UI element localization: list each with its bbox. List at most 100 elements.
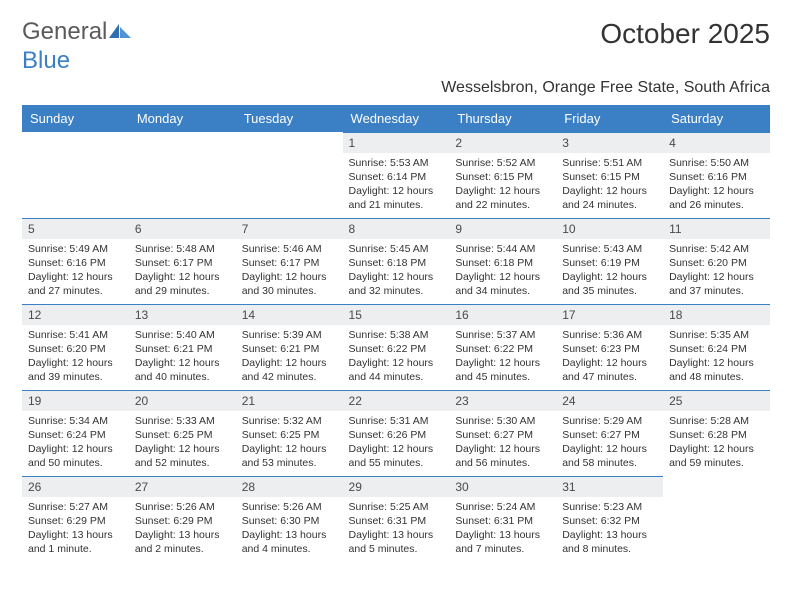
- sunset-text: Sunset: 6:15 PM: [562, 170, 657, 184]
- sunrise-text: Sunrise: 5:48 AM: [135, 242, 230, 256]
- day-header: Sunday: [22, 105, 129, 132]
- sunrise-text: Sunrise: 5:25 AM: [349, 500, 444, 514]
- sunrise-text: Sunrise: 5:28 AM: [669, 414, 764, 428]
- day-number: 25: [663, 390, 770, 411]
- day-number: 21: [236, 390, 343, 411]
- calendar-cell: 9Sunrise: 5:44 AMSunset: 6:18 PMDaylight…: [449, 218, 556, 304]
- day-details: Sunrise: 5:42 AMSunset: 6:20 PMDaylight:…: [663, 239, 770, 303]
- location-subtitle: Wesselsbron, Orange Free State, South Af…: [22, 79, 770, 97]
- sunset-text: Sunset: 6:16 PM: [669, 170, 764, 184]
- sunset-text: Sunset: 6:16 PM: [28, 256, 123, 270]
- daylight-text: Daylight: 12 hours and 39 minutes.: [28, 356, 123, 384]
- sunset-text: Sunset: 6:27 PM: [562, 428, 657, 442]
- day-header: Wednesday: [343, 105, 450, 132]
- day-details: Sunrise: 5:34 AMSunset: 6:24 PMDaylight:…: [22, 411, 129, 475]
- day-details: Sunrise: 5:45 AMSunset: 6:18 PMDaylight:…: [343, 239, 450, 303]
- daylight-text: Daylight: 12 hours and 59 minutes.: [669, 442, 764, 470]
- daylight-text: Daylight: 12 hours and 29 minutes.: [135, 270, 230, 298]
- day-number: 18: [663, 304, 770, 325]
- day-details: Sunrise: 5:29 AMSunset: 6:27 PMDaylight:…: [556, 411, 663, 475]
- calendar-cell: 23Sunrise: 5:30 AMSunset: 6:27 PMDayligh…: [449, 390, 556, 476]
- calendar-body: 1Sunrise: 5:53 AMSunset: 6:14 PMDaylight…: [22, 132, 770, 562]
- calendar-cell: 29Sunrise: 5:25 AMSunset: 6:31 PMDayligh…: [343, 476, 450, 562]
- sunset-text: Sunset: 6:28 PM: [669, 428, 764, 442]
- sunset-text: Sunset: 6:31 PM: [455, 514, 550, 528]
- day-details: Sunrise: 5:32 AMSunset: 6:25 PMDaylight:…: [236, 411, 343, 475]
- day-details: Sunrise: 5:48 AMSunset: 6:17 PMDaylight:…: [129, 239, 236, 303]
- calendar-cell: 7Sunrise: 5:46 AMSunset: 6:17 PMDaylight…: [236, 218, 343, 304]
- daylight-text: Daylight: 12 hours and 58 minutes.: [562, 442, 657, 470]
- sunset-text: Sunset: 6:27 PM: [455, 428, 550, 442]
- day-header: Monday: [129, 105, 236, 132]
- calendar-cell: 6Sunrise: 5:48 AMSunset: 6:17 PMDaylight…: [129, 218, 236, 304]
- daylight-text: Daylight: 12 hours and 40 minutes.: [135, 356, 230, 384]
- day-details: Sunrise: 5:38 AMSunset: 6:22 PMDaylight:…: [343, 325, 450, 389]
- day-number: 31: [556, 476, 663, 497]
- day-number: 1: [343, 132, 450, 153]
- calendar-cell: 13Sunrise: 5:40 AMSunset: 6:21 PMDayligh…: [129, 304, 236, 390]
- day-number: 15: [343, 304, 450, 325]
- day-number: 12: [22, 304, 129, 325]
- day-number: 10: [556, 218, 663, 239]
- day-number: 29: [343, 476, 450, 497]
- sunset-text: Sunset: 6:25 PM: [135, 428, 230, 442]
- calendar-cell: 16Sunrise: 5:37 AMSunset: 6:22 PMDayligh…: [449, 304, 556, 390]
- daylight-text: Daylight: 12 hours and 27 minutes.: [28, 270, 123, 298]
- day-details: Sunrise: 5:31 AMSunset: 6:26 PMDaylight:…: [343, 411, 450, 475]
- calendar-week-row: 19Sunrise: 5:34 AMSunset: 6:24 PMDayligh…: [22, 390, 770, 476]
- calendar-cell: 17Sunrise: 5:36 AMSunset: 6:23 PMDayligh…: [556, 304, 663, 390]
- page-title: October 2025: [600, 18, 770, 50]
- calendar-cell: 22Sunrise: 5:31 AMSunset: 6:26 PMDayligh…: [343, 390, 450, 476]
- sunset-text: Sunset: 6:29 PM: [28, 514, 123, 528]
- sunrise-text: Sunrise: 5:31 AM: [349, 414, 444, 428]
- sunset-text: Sunset: 6:21 PM: [242, 342, 337, 356]
- sunrise-text: Sunrise: 5:44 AM: [455, 242, 550, 256]
- calendar-cell: 25 Sunrise: 5:28 AMSunset: 6:28 PMDayligh…: [663, 390, 770, 476]
- sunrise-text: Sunrise: 5:33 AM: [135, 414, 230, 428]
- calendar-cell: [129, 132, 236, 218]
- day-number: 13: [129, 304, 236, 325]
- sunrise-text: Sunrise: 5:35 AM: [669, 328, 764, 342]
- sunset-text: Sunset: 6:24 PM: [669, 342, 764, 356]
- day-number: 6: [129, 218, 236, 239]
- sunrise-text: Sunrise: 5:50 AM: [669, 156, 764, 170]
- sunset-text: Sunset: 6:14 PM: [349, 170, 444, 184]
- day-details: Sunrise: 5:49 AMSunset: 6:16 PMDaylight:…: [22, 239, 129, 303]
- sunrise-text: Sunrise: 5:41 AM: [28, 328, 123, 342]
- daylight-text: Daylight: 12 hours and 56 minutes.: [455, 442, 550, 470]
- calendar-cell: 20Sunrise: 5:33 AMSunset: 6:25 PMDayligh…: [129, 390, 236, 476]
- day-number: 2: [449, 132, 556, 153]
- calendar-cell: 27Sunrise: 5:26 AMSunset: 6:29 PMDayligh…: [129, 476, 236, 562]
- daylight-text: Daylight: 12 hours and 45 minutes.: [455, 356, 550, 384]
- day-details: Sunrise: 5:41 AMSunset: 6:20 PMDaylight:…: [22, 325, 129, 389]
- day-details: Sunrise: 5:39 AMSunset: 6:21 PMDaylight:…: [236, 325, 343, 389]
- sunset-text: Sunset: 6:32 PM: [562, 514, 657, 528]
- sunrise-text: Sunrise: 5:45 AM: [349, 242, 444, 256]
- day-number: 5: [22, 218, 129, 239]
- calendar-week-row: 12Sunrise: 5:41 AMSunset: 6:20 PMDayligh…: [22, 304, 770, 390]
- daylight-text: Daylight: 12 hours and 32 minutes.: [349, 270, 444, 298]
- sunset-text: Sunset: 6:17 PM: [242, 256, 337, 270]
- sunset-text: Sunset: 6:26 PM: [349, 428, 444, 442]
- calendar-cell: 18Sunrise: 5:35 AMSunset: 6:24 PMDayligh…: [663, 304, 770, 390]
- calendar-week-row: 26Sunrise: 5:27 AMSunset: 6:29 PMDayligh…: [22, 476, 770, 562]
- day-header: Tuesday: [236, 105, 343, 132]
- day-number: 19: [22, 390, 129, 411]
- sunset-text: Sunset: 6:31 PM: [349, 514, 444, 528]
- calendar-cell: [236, 132, 343, 218]
- daylight-text: Daylight: 12 hours and 35 minutes.: [562, 270, 657, 298]
- sunrise-text: Sunrise: 5:36 AM: [562, 328, 657, 342]
- day-number: 8: [343, 218, 450, 239]
- day-details: Sunrise: 5:35 AMSunset: 6:24 PMDaylight:…: [663, 325, 770, 389]
- logo-word-blue: Blue: [22, 47, 70, 74]
- sunrise-text: Sunrise: 5:23 AM: [562, 500, 657, 514]
- sunset-text: Sunset: 6:23 PM: [562, 342, 657, 356]
- day-details: Sunrise: 5:23 AMSunset: 6:32 PMDaylight:…: [556, 497, 663, 561]
- daylight-text: Daylight: 12 hours and 52 minutes.: [135, 442, 230, 470]
- sunset-text: Sunset: 6:29 PM: [135, 514, 230, 528]
- day-details: Sunrise: 5:24 AMSunset: 6:31 PMDaylight:…: [449, 497, 556, 561]
- calendar-cell: 21Sunrise: 5:32 AMSunset: 6:25 PMDayligh…: [236, 390, 343, 476]
- day-details: Sunrise: 5:52 AMSunset: 6:15 PMDaylight:…: [449, 153, 556, 217]
- day-number: 24: [556, 390, 663, 411]
- day-details: Sunrise: 5:43 AMSunset: 6:19 PMDaylight:…: [556, 239, 663, 303]
